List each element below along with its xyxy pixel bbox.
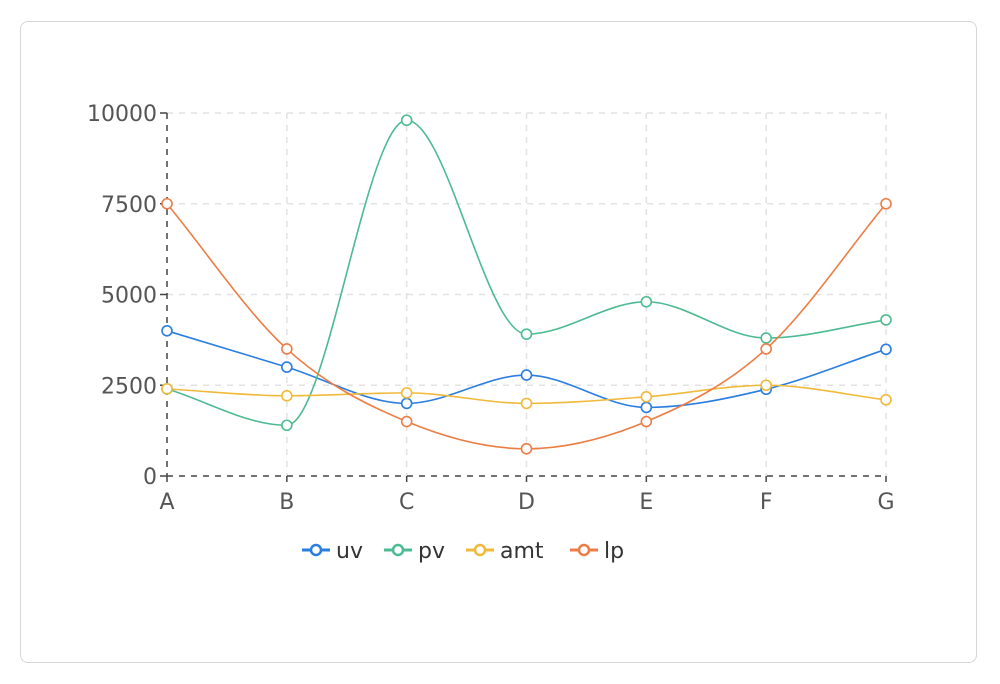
chart-card <box>20 21 977 663</box>
x-tick-label: C <box>399 490 414 515</box>
series-line-pv <box>166 119 887 427</box>
legend-marker-amt <box>473 543 487 557</box>
data-point-lp <box>161 197 173 210</box>
y-tick-label: 10000 <box>87 102 157 127</box>
data-point-pv <box>640 295 653 308</box>
data-point-amt <box>400 387 413 399</box>
data-point-lp <box>400 415 413 428</box>
data-point-lp <box>640 415 653 428</box>
x-tick-label: D <box>518 490 535 515</box>
legend-marker-pv <box>391 543 405 557</box>
data-point-lp <box>760 343 772 355</box>
data-point-amt <box>520 397 533 410</box>
data-point-pv <box>281 419 293 432</box>
legend-marker-lp <box>577 543 591 557</box>
data-point-amt <box>760 379 772 392</box>
data-point-pv <box>520 328 533 340</box>
x-tick-label: F <box>760 490 773 515</box>
legend-label-lp: lp <box>604 539 624 564</box>
data-point-uv <box>400 397 413 410</box>
y-tick-label: 7500 <box>101 193 157 218</box>
data-point-amt <box>281 389 293 402</box>
data-point-pv <box>760 332 772 344</box>
data-point-lp <box>281 343 293 355</box>
y-tick-label: 2500 <box>101 374 157 399</box>
data-point-amt <box>640 391 653 403</box>
data-point-amt <box>161 383 173 395</box>
legend-marker-uv <box>309 543 323 557</box>
legend-label-amt: amt <box>500 539 544 564</box>
data-point-amt <box>880 393 892 406</box>
data-point-uv <box>281 361 293 373</box>
y-tick-label: 5000 <box>101 284 157 309</box>
data-point-uv <box>880 343 892 356</box>
data-point-uv <box>640 401 653 414</box>
data-point-pv <box>400 114 413 127</box>
x-tick-label: E <box>639 490 653 515</box>
legend-label-pv: pv <box>418 539 445 564</box>
series-line-lp <box>166 203 887 450</box>
data-point-uv <box>161 324 173 337</box>
legend-label-uv: uv <box>336 539 363 564</box>
x-tick-label: A <box>159 490 174 515</box>
data-point-pv <box>880 314 892 326</box>
y-tick-label: 0 <box>143 465 157 490</box>
x-tick-label: B <box>279 490 294 515</box>
data-point-lp <box>520 442 533 455</box>
data-point-lp <box>880 197 892 210</box>
data-point-uv <box>520 369 533 381</box>
x-tick-label: G <box>877 490 894 515</box>
